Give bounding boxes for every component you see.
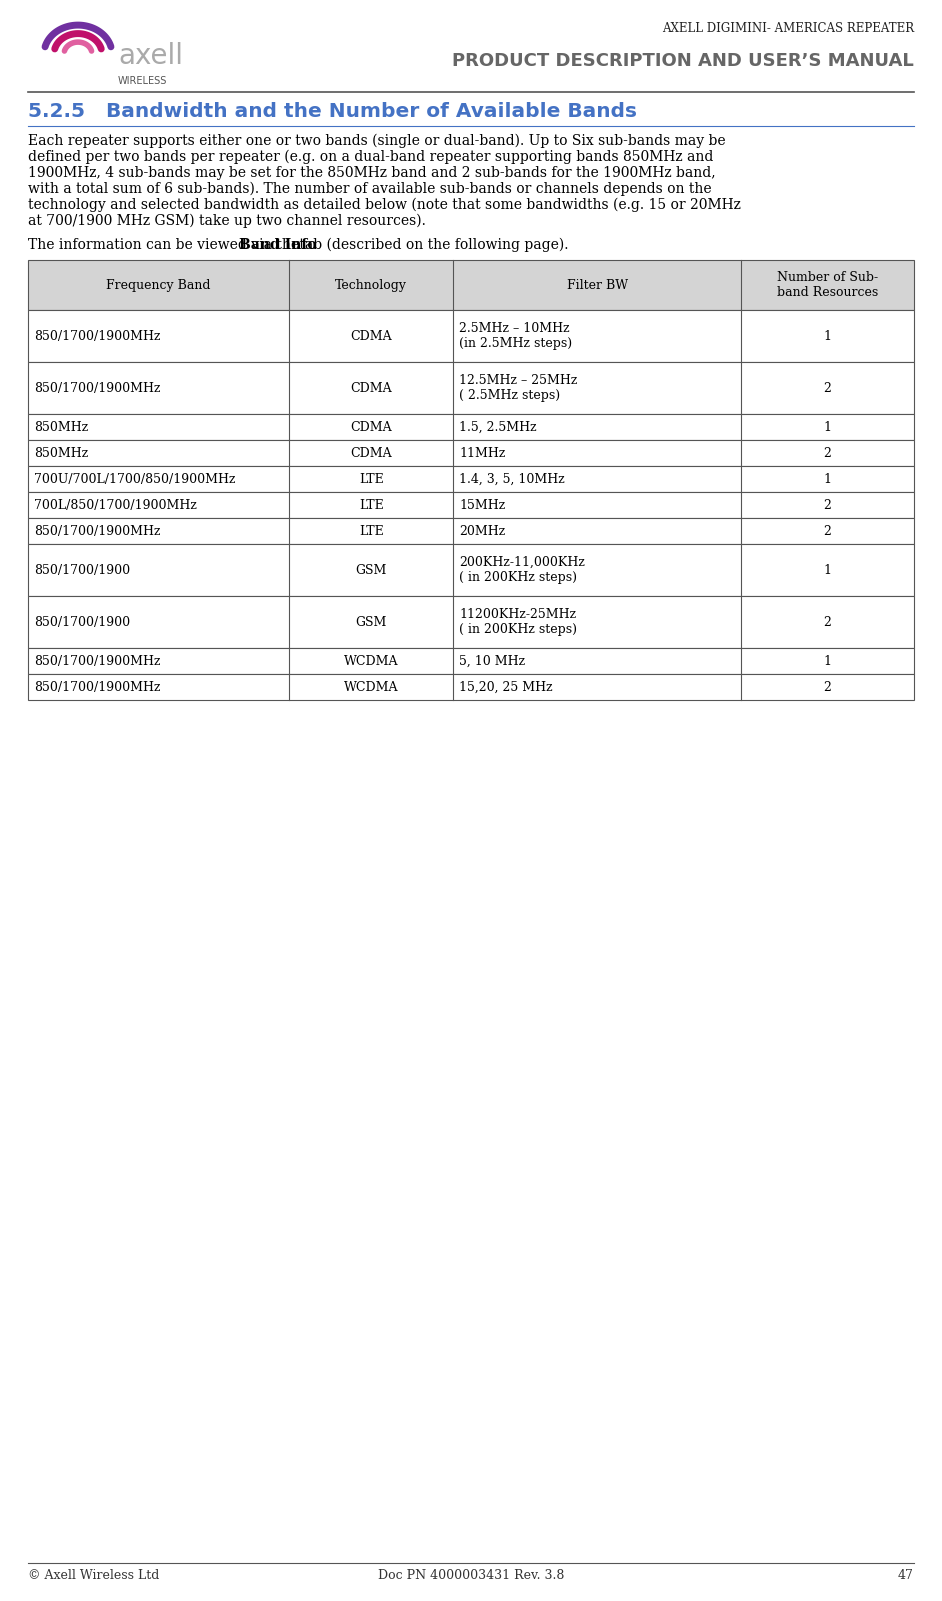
Text: Each repeater supports either one or two bands (single or dual-band). Up to Six : Each repeater supports either one or two…	[28, 134, 725, 149]
Text: WIRELESS: WIRELESS	[118, 75, 168, 86]
Bar	[28, 674, 914, 700]
Text: CDMA: CDMA	[350, 447, 392, 459]
Text: 2: 2	[823, 381, 832, 394]
Text: 15MHz: 15MHz	[460, 498, 506, 511]
Text: at 700/1900 MHz GSM) take up two channel resources).: at 700/1900 MHz GSM) take up two channel…	[28, 215, 426, 229]
Text: LTE: LTE	[359, 498, 383, 511]
Text: 850/1700/1900MHz: 850/1700/1900MHz	[34, 680, 160, 693]
Text: 1: 1	[823, 421, 832, 434]
Text: 2: 2	[823, 615, 832, 629]
Text: GSM: GSM	[356, 564, 387, 576]
Bar	[28, 596, 914, 648]
Text: 1.4, 3, 5, 10MHz: 1.4, 3, 5, 10MHz	[460, 472, 565, 485]
Text: 47: 47	[898, 1569, 914, 1582]
Text: 850MHz: 850MHz	[34, 421, 89, 434]
Bar	[28, 519, 914, 544]
Text: CDMA: CDMA	[350, 421, 392, 434]
Text: 15,20, 25 MHz: 15,20, 25 MHz	[460, 680, 553, 693]
Text: 2: 2	[823, 498, 832, 511]
Text: 1900MHz, 4 sub-bands may be set for the 850MHz band and 2 sub-bands for the 1900: 1900MHz, 4 sub-bands may be set for the …	[28, 167, 716, 179]
Text: 850/1700/1900MHz: 850/1700/1900MHz	[34, 655, 160, 668]
Text: 1.5, 2.5MHz: 1.5, 2.5MHz	[460, 421, 537, 434]
Text: 5, 10 MHz: 5, 10 MHz	[460, 655, 526, 668]
Bar	[28, 466, 914, 492]
Text: LTE: LTE	[359, 525, 383, 538]
Text: 850/1700/1900MHz: 850/1700/1900MHz	[34, 525, 160, 538]
Text: 850/1700/1900MHz: 850/1700/1900MHz	[34, 330, 160, 343]
Text: 5.2.5   Bandwidth and the Number of Available Bands: 5.2.5 Bandwidth and the Number of Availa…	[28, 102, 637, 122]
Text: 1: 1	[823, 655, 832, 668]
Text: Number of Sub-
band Resources: Number of Sub- band Resources	[777, 271, 878, 299]
Bar	[28, 440, 914, 466]
Text: AXELL DIGIMINI- AMERICAS REPEATER: AXELL DIGIMINI- AMERICAS REPEATER	[662, 22, 914, 35]
Text: 2.5MHz – 10MHz
(in 2.5MHz steps): 2.5MHz – 10MHz (in 2.5MHz steps)	[460, 322, 573, 351]
Text: technology and selected bandwidth as detailed below (note that some bandwidths (: technology and selected bandwidth as det…	[28, 199, 740, 213]
Text: 850/1700/1900MHz: 850/1700/1900MHz	[34, 381, 160, 394]
Text: © Axell Wireless Ltd: © Axell Wireless Ltd	[28, 1569, 159, 1582]
Text: GSM: GSM	[356, 615, 387, 629]
Text: defined per two bands per repeater (e.g. on a dual-band repeater supporting band: defined per two bands per repeater (e.g.…	[28, 150, 713, 165]
Text: CDMA: CDMA	[350, 381, 392, 394]
Text: 700L/850/1700/1900MHz: 700L/850/1700/1900MHz	[34, 498, 197, 511]
Text: Band Info: Band Info	[239, 239, 317, 251]
Text: 1: 1	[823, 330, 832, 343]
Text: PRODUCT DESCRIPTION AND USER’S MANUAL: PRODUCT DESCRIPTION AND USER’S MANUAL	[452, 51, 914, 70]
Text: Filter BW: Filter BW	[567, 279, 627, 291]
Text: 850/1700/1900: 850/1700/1900	[34, 615, 130, 629]
Text: CDMA: CDMA	[350, 330, 392, 343]
Text: LTE: LTE	[359, 472, 383, 485]
Text: WCDMA: WCDMA	[344, 680, 398, 693]
Text: with a total sum of 6 sub-bands). The number of available sub-bands or channels : with a total sum of 6 sub-bands). The nu…	[28, 183, 711, 197]
Bar	[28, 492, 914, 519]
Text: WCDMA: WCDMA	[344, 655, 398, 668]
Text: 850/1700/1900: 850/1700/1900	[34, 564, 130, 576]
Text: 12.5MHz – 25MHz
( 2.5MHz steps): 12.5MHz – 25MHz ( 2.5MHz steps)	[460, 375, 577, 402]
Text: Doc PN 4000003431 Rev. 3.8: Doc PN 4000003431 Rev. 3.8	[378, 1569, 564, 1582]
Text: Frequency Band: Frequency Band	[106, 279, 211, 291]
Text: axell: axell	[118, 42, 183, 70]
Text: 1: 1	[823, 564, 832, 576]
Text: 2: 2	[823, 680, 832, 693]
Text: Technology: Technology	[335, 279, 407, 291]
Text: 2: 2	[823, 447, 832, 459]
Text: 1: 1	[823, 472, 832, 485]
Bar	[28, 362, 914, 415]
Bar	[28, 544, 914, 596]
Text: 11MHz: 11MHz	[460, 447, 506, 459]
Text: The information can be viewed via the: The information can be viewed via the	[28, 239, 303, 251]
Bar	[28, 311, 914, 362]
Bar	[28, 259, 914, 311]
Text: 20MHz: 20MHz	[460, 525, 506, 538]
Bar	[28, 415, 914, 440]
Text: 2: 2	[823, 525, 832, 538]
Bar	[28, 648, 914, 674]
Text: 11200KHz-25MHz
( in 200KHz steps): 11200KHz-25MHz ( in 200KHz steps)	[460, 608, 577, 636]
Text: tab (described on the following page).: tab (described on the following page).	[295, 239, 568, 253]
Text: 200KHz-11,000KHz
( in 200KHz steps): 200KHz-11,000KHz ( in 200KHz steps)	[460, 556, 585, 584]
Text: 700U/700L/1700/850/1900MHz: 700U/700L/1700/850/1900MHz	[34, 472, 236, 485]
Text: 850MHz: 850MHz	[34, 447, 89, 459]
